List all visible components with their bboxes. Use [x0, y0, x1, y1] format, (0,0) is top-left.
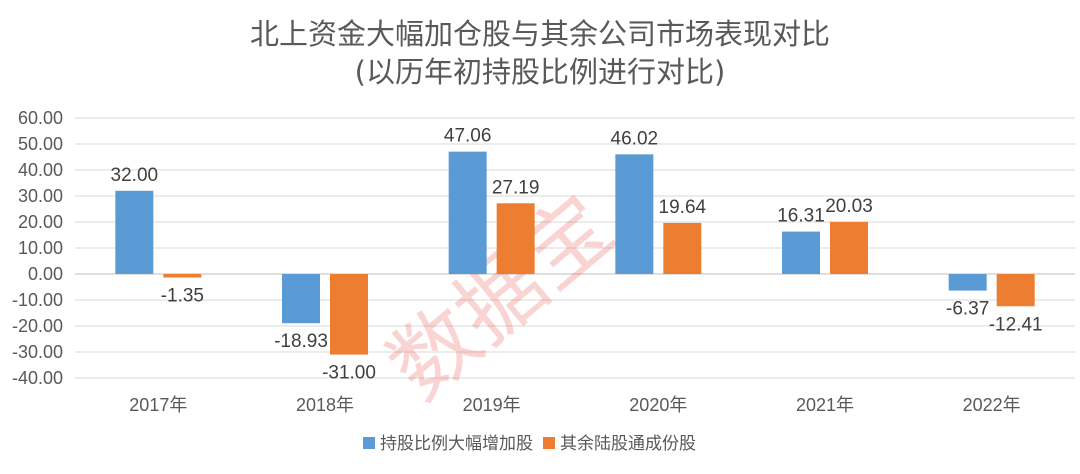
bar [996, 274, 1035, 307]
x-tick-label: 2021年 [796, 395, 854, 415]
y-tick-label: -20.00 [12, 316, 63, 336]
data-label: -12.41 [989, 314, 1043, 335]
y-tick-label: 30.00 [18, 186, 63, 206]
x-tick-label: 2018年 [296, 395, 354, 415]
y-tick-label: -40.00 [12, 368, 63, 388]
bar [163, 274, 202, 278]
legend: 持股比例大幅增加股 其余陆股通成份股 [363, 434, 696, 454]
bar [948, 274, 987, 291]
bar [330, 274, 368, 355]
y-tick-label: -10.00 [12, 290, 63, 310]
bar [282, 274, 320, 324]
data-label: 32.00 [111, 165, 159, 186]
y-tick-label: 20.00 [18, 212, 63, 232]
gridlines [75, 117, 1075, 379]
data-label: 19.64 [659, 197, 707, 218]
bar [782, 231, 820, 274]
x-tick-label: 2022年 [963, 395, 1021, 415]
chart-title: 北上资金大幅加仓股与其余公司市场表现对比 [250, 17, 830, 51]
x-tick-label: 2020年 [629, 395, 687, 415]
x-axis-ticks: 2017年 2018年 2019年 2020年 2021年 2022年 [129, 395, 1020, 415]
data-label: 20.03 [825, 196, 873, 217]
bar [615, 154, 654, 274]
x-tick-label: 2019年 [463, 395, 521, 415]
data-label: 27.19 [492, 177, 540, 198]
data-label: -1.35 [161, 286, 204, 307]
chart-subtitle: (以历年初持股比例进行对比) [355, 55, 726, 89]
y-axis-ticks: 60.00 50.00 40.00 30.00 20.00 10.00 0.00 -10.00… [12, 108, 63, 388]
y-tick-label: 40.00 [18, 160, 63, 180]
data-label: -18.93 [274, 331, 328, 352]
x-tick-label: 2017年 [129, 395, 187, 415]
legend-label: 持股比例大幅增加股 [380, 434, 533, 454]
bars [115, 151, 1035, 355]
y-tick-label: 0.00 [28, 264, 63, 284]
data-label: 16.31 [777, 206, 825, 227]
data-labels: 32.00 -1.35 -18.93 -31.00 47.06 27.19 46.02 19.… [111, 126, 1043, 384]
y-tick-label: 10.00 [18, 238, 63, 258]
data-label: -31.00 [322, 363, 376, 384]
y-tick-label: 60.00 [18, 108, 63, 128]
legend-swatch [363, 437, 375, 449]
bar [448, 151, 487, 274]
legend-swatch [543, 437, 555, 449]
bar [496, 203, 535, 274]
legend-label: 其余陆股通成份股 [560, 434, 696, 454]
bar [830, 221, 868, 274]
y-tick-label: -30.00 [12, 342, 63, 362]
data-label: 46.02 [611, 128, 659, 149]
bar [115, 190, 154, 274]
data-label: -6.37 [946, 299, 989, 320]
data-label: 47.06 [444, 126, 492, 147]
bar [663, 222, 702, 274]
y-tick-label: 50.00 [18, 134, 63, 154]
